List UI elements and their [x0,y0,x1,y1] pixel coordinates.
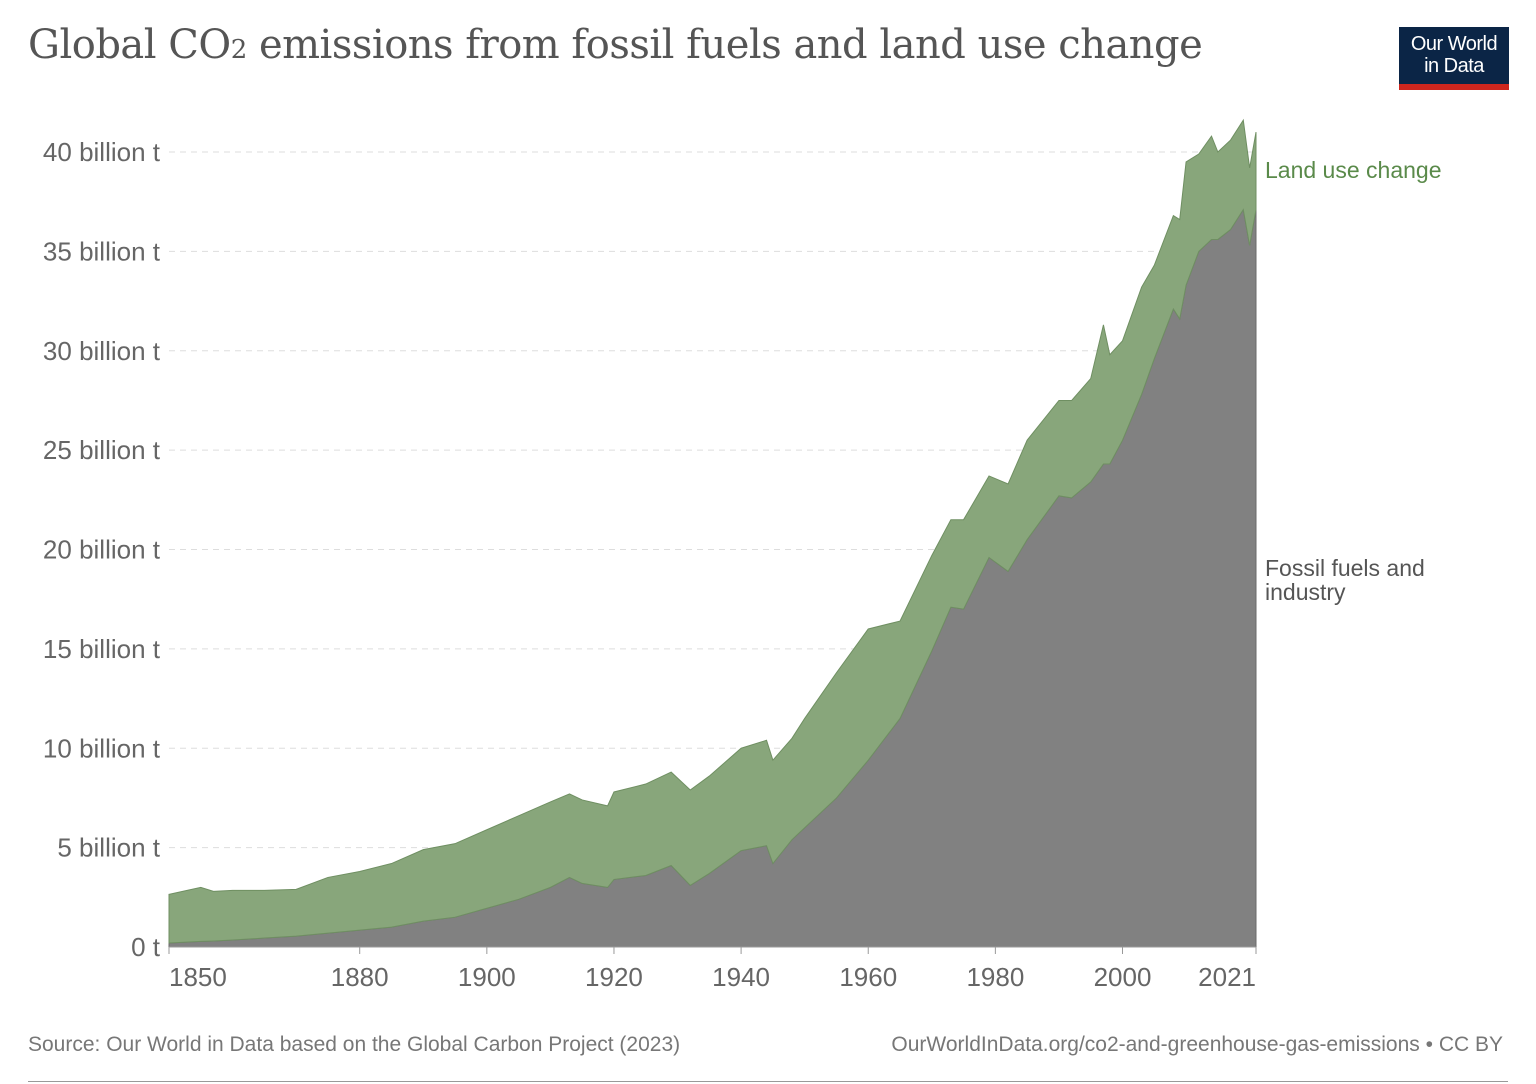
y-tick-label: 5 billion t [57,833,160,863]
area-land-use-change[interactable] [168,118,1257,944]
x-tick-label: 1960 [839,962,897,992]
y-tick-label: 20 billion t [43,535,161,565]
logo-line2: in Data [1424,55,1484,77]
y-tick-label: 30 billion t [43,336,161,366]
title-text: Global CO [28,22,231,68]
logo-red-bar [1399,84,1509,90]
label-fossil-line1: Fossil fuels and [1265,555,1425,581]
x-tick-label: 1940 [712,962,770,992]
title-text-rest: emissions from fossil fuels and land use… [246,22,1203,68]
label-land-use-change: Land use change [1265,157,1442,183]
x-tick-label: 1980 [966,962,1024,992]
x-tick-label: 1900 [458,962,516,992]
label-fossil-line2: industry [1265,579,1346,605]
chart-title: Global CO2 emissions from fossil fuels a… [28,22,1203,68]
source-note: Source: Our World in Data based on the G… [28,1033,681,1056]
y-tick-label: 25 billion t [43,435,161,465]
x-tick-label: 2021 [1198,962,1256,992]
y-tick-label: 10 billion t [43,733,161,763]
title-subscript: 2 [230,35,248,65]
x-tick-label: 1880 [331,962,389,992]
areas [168,118,1257,948]
y-tick-label: 40 billion t [43,137,161,167]
source-url[interactable]: OurWorldInData.org/co2-and-greenhouse-ga… [891,1033,1503,1056]
footer-divider [28,1081,1508,1082]
x-tick-label: 1920 [585,962,643,992]
owid-logo[interactable]: Our World in Data [1399,27,1509,90]
y-tick-label: 15 billion t [43,634,161,664]
x-tick-label: 1850 [169,962,227,992]
y-tick-label: 35 billion t [43,236,161,266]
axes: 0 t 5 billion t 10 billion t 15 billion t 20… [43,137,1257,992]
x-tick-label: 2000 [1094,962,1152,992]
y-tick-label: 0 t [131,932,161,962]
logo-line1: Our World [1410,33,1498,55]
